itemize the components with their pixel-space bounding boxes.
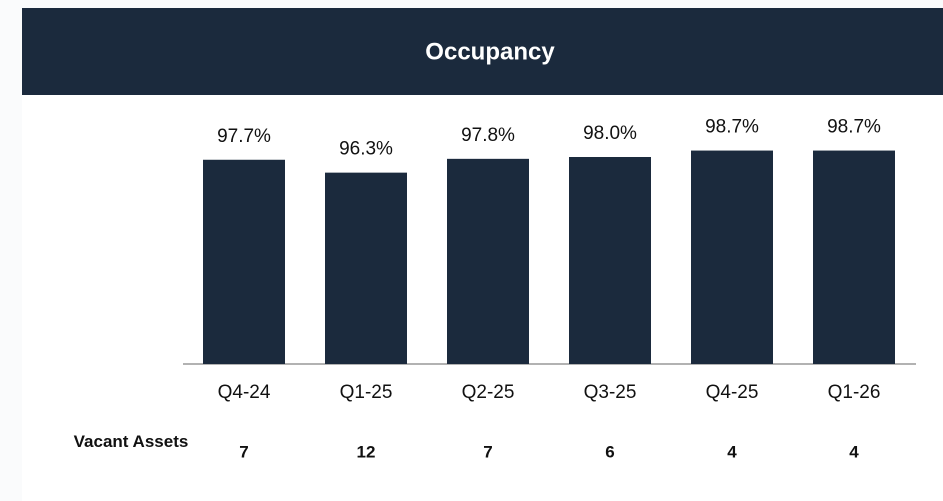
chart-title: Occupancy [425,38,555,65]
vacant-count: 7 [483,442,492,461]
vacant-count: 4 [727,442,737,461]
bar [691,150,773,364]
x-tick-label: Q4-24 [218,382,271,403]
vacant-count: 12 [357,442,376,461]
bar [203,159,285,364]
vacant-count: 6 [605,442,614,461]
header-band [22,8,943,95]
value-label: 97.8% [461,125,515,146]
x-tick-label: Q3-25 [584,382,637,403]
value-label: 98.7% [827,117,881,138]
x-tick-label: Q1-25 [340,382,393,403]
value-label: 98.7% [705,117,759,138]
x-tick-label: Q2-25 [462,382,515,403]
row-label: Vacant Assets [73,432,189,451]
value-label: 97.7% [217,126,271,147]
vacant-count: 4 [849,442,859,461]
x-tick-label: Q4-25 [706,382,759,403]
bar [325,172,407,364]
value-label: 96.3% [339,139,393,160]
bar [447,158,529,364]
value-label: 98.0% [583,123,637,144]
x-tick-label: Q1-26 [828,382,881,403]
bar [569,157,651,364]
vacant-count: 7 [239,442,248,461]
bar [813,150,895,364]
